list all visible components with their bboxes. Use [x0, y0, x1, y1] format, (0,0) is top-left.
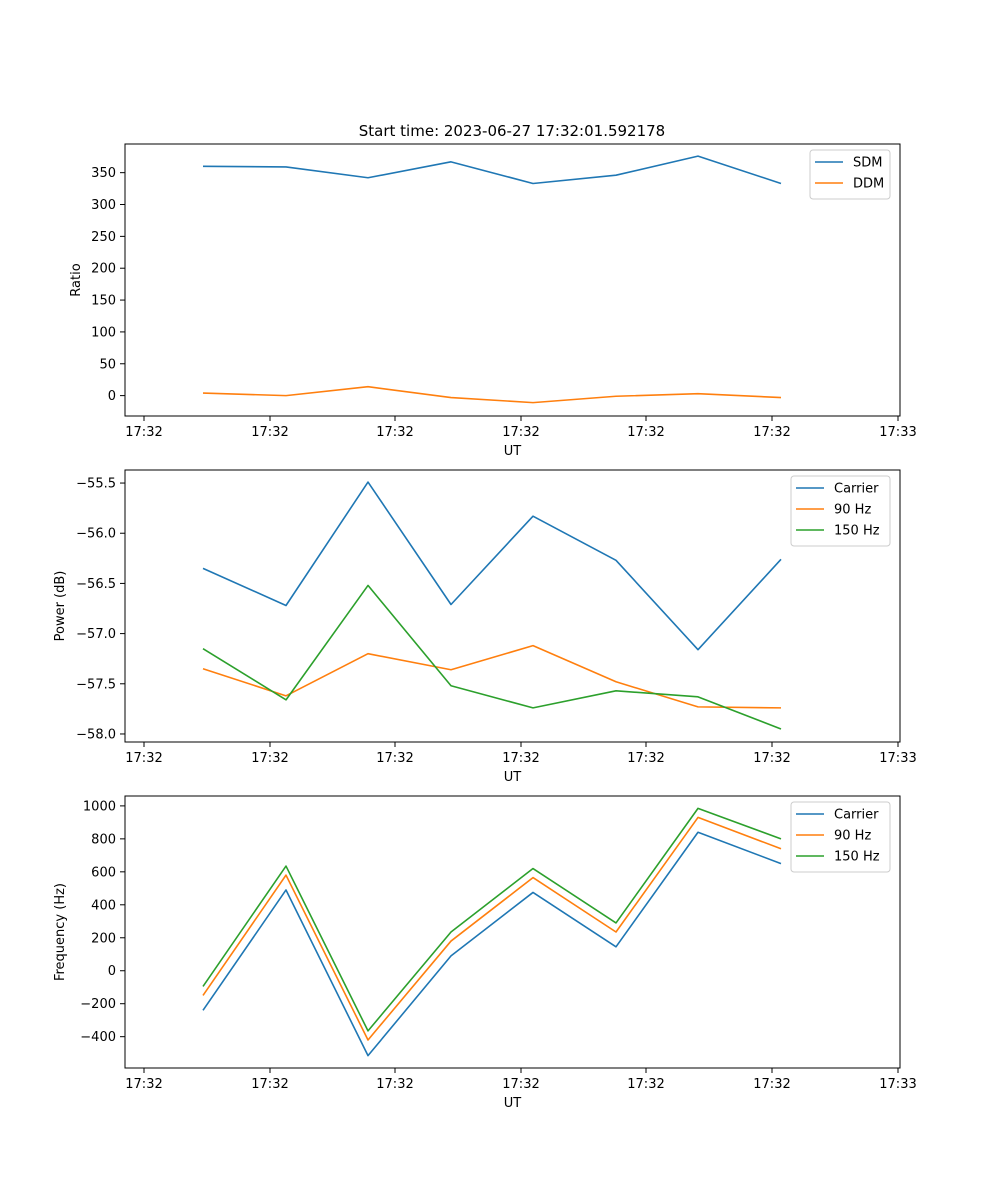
series-line-150-hz — [202, 584, 782, 730]
y-tick-label: 200 — [91, 931, 116, 946]
series-line-150-hz — [202, 807, 782, 1032]
y-tick-label: 0 — [108, 964, 116, 979]
y-tick-label: 1000 — [83, 799, 116, 814]
series-line-sdm — [202, 155, 782, 185]
y-tick-label: 200 — [91, 262, 116, 277]
panel-1: 17:32 17:32 17:32 17:32 17:32 17:32 17:33 UT 0 50… — [69, 143, 917, 459]
x-tick-label: 17:32 — [376, 1077, 413, 1092]
legend-box — [790, 475, 891, 547]
y-tick-label: −57.5 — [76, 677, 116, 692]
series-line-ddm — [202, 385, 782, 404]
axes-frame — [124, 143, 901, 417]
legend-label: 150 Hz — [834, 524, 880, 539]
y-tick-label: 150 — [91, 294, 116, 309]
x-tick-label: 17:32 — [627, 425, 664, 440]
x-tick-label: 17:32 — [125, 751, 162, 766]
series-line-carrier — [202, 481, 782, 651]
y-tick-label: −400 — [80, 1030, 116, 1045]
x-tick-label: 17:33 — [879, 751, 916, 766]
x-tick-label: 17:32 — [376, 425, 413, 440]
y-tick-label: 250 — [91, 230, 116, 245]
y-axis-label: Ratio — [69, 263, 84, 296]
y-tick-label: 100 — [91, 325, 116, 340]
legend-label: Carrier — [834, 808, 879, 823]
x-tick-label: 17:32 — [753, 1077, 790, 1092]
y-tick-label: 600 — [91, 865, 116, 880]
legend: Carrier 90 Hz 150 Hz — [790, 475, 891, 547]
x-tick-label: 17:32 — [251, 751, 288, 766]
y-axis-label: Power (dB) — [53, 571, 68, 642]
x-tick-label: 17:32 — [753, 425, 790, 440]
x-tick-label: 17:32 — [125, 425, 162, 440]
panel-2: 17:32 17:32 17:32 17:32 17:32 17:32 17:33 UT −58… — [53, 469, 917, 785]
y-tick-label: −57.0 — [76, 627, 116, 642]
y-axis-label: Frequency (Hz) — [53, 883, 68, 981]
axes-frame — [124, 795, 901, 1069]
y-tick-label: −200 — [80, 997, 116, 1012]
x-tick-label: 17:33 — [879, 425, 916, 440]
axes-frame — [124, 469, 901, 743]
series-line-90-hz — [202, 644, 782, 709]
panels: 17:32 17:32 17:32 17:32 17:32 17:32 17:33 UT 0 50… — [53, 143, 917, 1111]
x-axis-label: UT — [504, 1096, 522, 1111]
x-tick-label: 17:32 — [753, 751, 790, 766]
legend: Carrier 90 Hz 150 Hz — [790, 801, 891, 873]
legend: SDM DDM — [809, 149, 891, 200]
legend-label: Carrier — [834, 482, 879, 497]
y-tick-label: 300 — [91, 198, 116, 213]
x-tick-label: 17:32 — [627, 1077, 664, 1092]
series-line-90-hz — [202, 816, 782, 1041]
x-axis-label: UT — [504, 770, 522, 785]
y-tick-label: 400 — [91, 898, 116, 913]
series-line-carrier — [202, 831, 782, 1057]
x-tick-label: 17:32 — [251, 1077, 288, 1092]
y-tick-label: 50 — [99, 357, 116, 372]
y-tick-label: −58.0 — [76, 727, 116, 742]
x-tick-label: 17:32 — [627, 751, 664, 766]
y-tick-label: 800 — [91, 832, 116, 847]
x-axis-label: UT — [504, 444, 522, 459]
legend-label: 150 Hz — [834, 850, 880, 865]
legend-label: SDM — [853, 156, 882, 171]
chart-title: Start time: 2023-06-27 17:32:01.592178 — [359, 122, 665, 140]
y-tick-label: −55.5 — [76, 477, 116, 492]
x-tick-label: 17:32 — [376, 751, 413, 766]
x-tick-label: 17:32 — [502, 751, 539, 766]
y-tick-label: 0 — [108, 389, 116, 404]
y-tick-label: 350 — [91, 166, 116, 181]
legend-label: 90 Hz — [834, 829, 871, 844]
x-tick-label: 17:33 — [879, 1077, 916, 1092]
x-tick-label: 17:32 — [502, 1077, 539, 1092]
legend-label: DDM — [853, 177, 884, 192]
legend-box — [790, 801, 891, 873]
y-tick-label: −56.0 — [76, 527, 116, 542]
x-tick-label: 17:32 — [502, 425, 539, 440]
x-tick-label: 17:32 — [125, 1077, 162, 1092]
x-tick-label: 17:32 — [251, 425, 288, 440]
panel-3: 17:32 17:32 17:32 17:32 17:32 17:32 17:33 UT −40… — [53, 795, 917, 1111]
y-tick-label: −56.5 — [76, 577, 116, 592]
legend-label: 90 Hz — [834, 503, 871, 518]
